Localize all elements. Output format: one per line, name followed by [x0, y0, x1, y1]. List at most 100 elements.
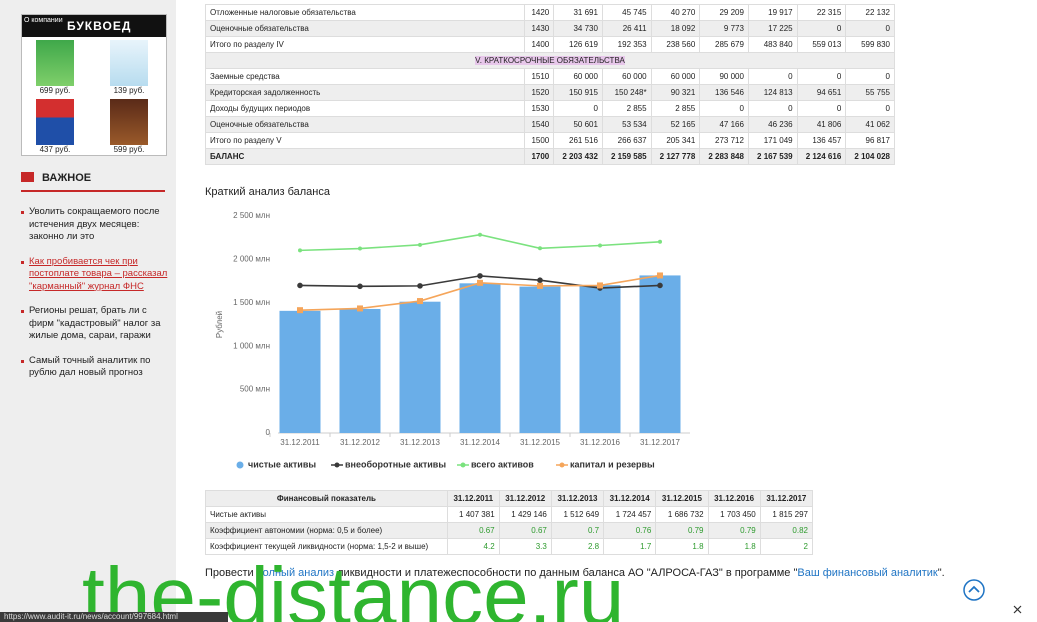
line-marker [297, 307, 303, 313]
banner-label: О компании [24, 17, 63, 24]
table-cell: 9 773 [700, 21, 749, 37]
header-cell: Финансовый показатель [206, 491, 448, 507]
table-row: V. КРАТКОСРОЧНЫЕ ОБЯЗАТЕЛЬСТВА [206, 53, 895, 69]
table-cell: 2 167 539 [748, 149, 797, 165]
table-cell: 0 [797, 21, 846, 37]
table-cell: 18 092 [651, 21, 700, 37]
table-cell: 1.8 [656, 539, 708, 555]
book-cover[interactable] [110, 99, 148, 145]
bar [460, 283, 501, 433]
table-cell: 53 534 [602, 117, 651, 133]
line-marker [417, 298, 423, 304]
legend-label: внеоборотные активы [345, 459, 446, 469]
row-label: Итого по разделу V [206, 133, 525, 149]
section-heading: ВАЖНОЕ [21, 172, 165, 192]
table-cell: 0.82 [760, 523, 812, 539]
legend-item[interactable]: капитал и резервы [556, 459, 655, 469]
table-cell: 136 546 [700, 85, 749, 101]
table-cell: 1500 [525, 133, 554, 149]
line [300, 235, 660, 251]
table-cell: 1 429 146 [499, 507, 551, 523]
chart-title: Краткий анализ баланса [205, 186, 331, 198]
book-cover[interactable] [36, 40, 74, 86]
x-tick-label: 31.12.2014 [460, 438, 501, 447]
bar [520, 287, 561, 433]
section-icon [21, 172, 34, 182]
news-text: Самый точный аналитик по рублю дал новый… [29, 355, 150, 379]
page: О компании БУКВОЕД 699 руб. 139 руб. 437… [0, 0, 1037, 622]
line-marker [538, 246, 542, 250]
scroll-up-button[interactable] [962, 578, 986, 602]
x-tick-label: 31.12.2017 [640, 438, 681, 447]
x-tick-label: 31.12.2011 [280, 438, 320, 447]
line-marker [297, 283, 303, 289]
table-cell: 2 [760, 539, 812, 555]
table-cell: 1 512 649 [551, 507, 603, 523]
footer-link[interactable]: Ваш финансовый аналитик [797, 567, 937, 579]
y-axis-label: Рублей [215, 311, 224, 338]
bar [340, 309, 381, 433]
book-price: 599 руб. [101, 145, 157, 154]
line-marker [477, 273, 483, 279]
news-item[interactable]: Как пробивается чек при постоплате товар… [21, 256, 171, 294]
book-cover[interactable] [36, 99, 74, 145]
legend-item[interactable]: чистые активы [237, 459, 317, 469]
bookstore-banner[interactable]: О компании БУКВОЕД 699 руб. 139 руб. 437… [21, 14, 167, 156]
close-button[interactable] [1013, 605, 1022, 614]
table-cell: 19 917 [748, 5, 797, 21]
table-row: Итого по разделу V1500261 516266 637205 … [206, 133, 895, 149]
table-cell: 124 813 [748, 85, 797, 101]
table-cell: 599 830 [846, 37, 895, 53]
sidebar: О компании БУКВОЕД 699 руб. 139 руб. 437… [0, 0, 176, 622]
line-marker [478, 233, 482, 237]
y-tick-label: 2 000 млн [233, 255, 270, 264]
y-tick-label: 1 000 млн [233, 341, 270, 350]
header-cell: 31.12.2012 [499, 491, 551, 507]
book-cover[interactable] [110, 40, 148, 86]
table-cell: 47 166 [700, 117, 749, 133]
line-marker [658, 240, 662, 244]
table-cell: 96 817 [846, 133, 895, 149]
legend-item[interactable]: внеоборотные активы [331, 459, 446, 469]
bar [400, 302, 441, 433]
table-cell: 150 915 [554, 85, 603, 101]
table-cell: 1 724 457 [604, 507, 656, 523]
legend-item[interactable]: всего активов [457, 459, 534, 469]
legend-label: капитал и резервы [570, 459, 655, 469]
table-cell: 192 353 [602, 37, 651, 53]
bar [640, 275, 681, 433]
line-marker [657, 272, 663, 278]
table-cell: 94 651 [797, 85, 846, 101]
table-cell: 2 104 028 [846, 149, 895, 165]
news-item: Регионы решат, брать ли с фирм "кадастро… [21, 305, 171, 343]
row-label: Доходы будущих периодов [206, 101, 525, 117]
table-cell: 0 [797, 101, 846, 117]
table-cell: 22 315 [797, 5, 846, 21]
x-tick-label: 31.12.2015 [520, 438, 561, 447]
status-bar-url: https://www.audit-it.ru/news/account/997… [0, 612, 228, 622]
line-marker [418, 243, 422, 247]
section-title: ВАЖНОЕ [42, 172, 91, 184]
header-cell: 31.12.2016 [708, 491, 760, 507]
table-cell: 0.67 [447, 523, 499, 539]
line-marker [357, 284, 363, 290]
x-tick-label: 31.12.2016 [580, 438, 621, 447]
news-item: Уволить сокращаемого после истечения дву… [21, 206, 171, 244]
table-cell: 0 [748, 101, 797, 117]
banner-header: О компании БУКВОЕД [22, 15, 166, 37]
news-link[interactable]: Как пробивается чек при постоплате товар… [29, 256, 167, 292]
row-label: Оценочные обязательства [206, 117, 525, 133]
table-cell: 1420 [525, 5, 554, 21]
table-cell: 2 855 [651, 101, 700, 117]
table-cell: 285 679 [700, 37, 749, 53]
row-label: Чистые активы [206, 507, 448, 523]
table-cell: 41 806 [797, 117, 846, 133]
table-cell: 46 236 [748, 117, 797, 133]
table-cell: 1700 [525, 149, 554, 165]
table-cell: 17 225 [748, 21, 797, 37]
